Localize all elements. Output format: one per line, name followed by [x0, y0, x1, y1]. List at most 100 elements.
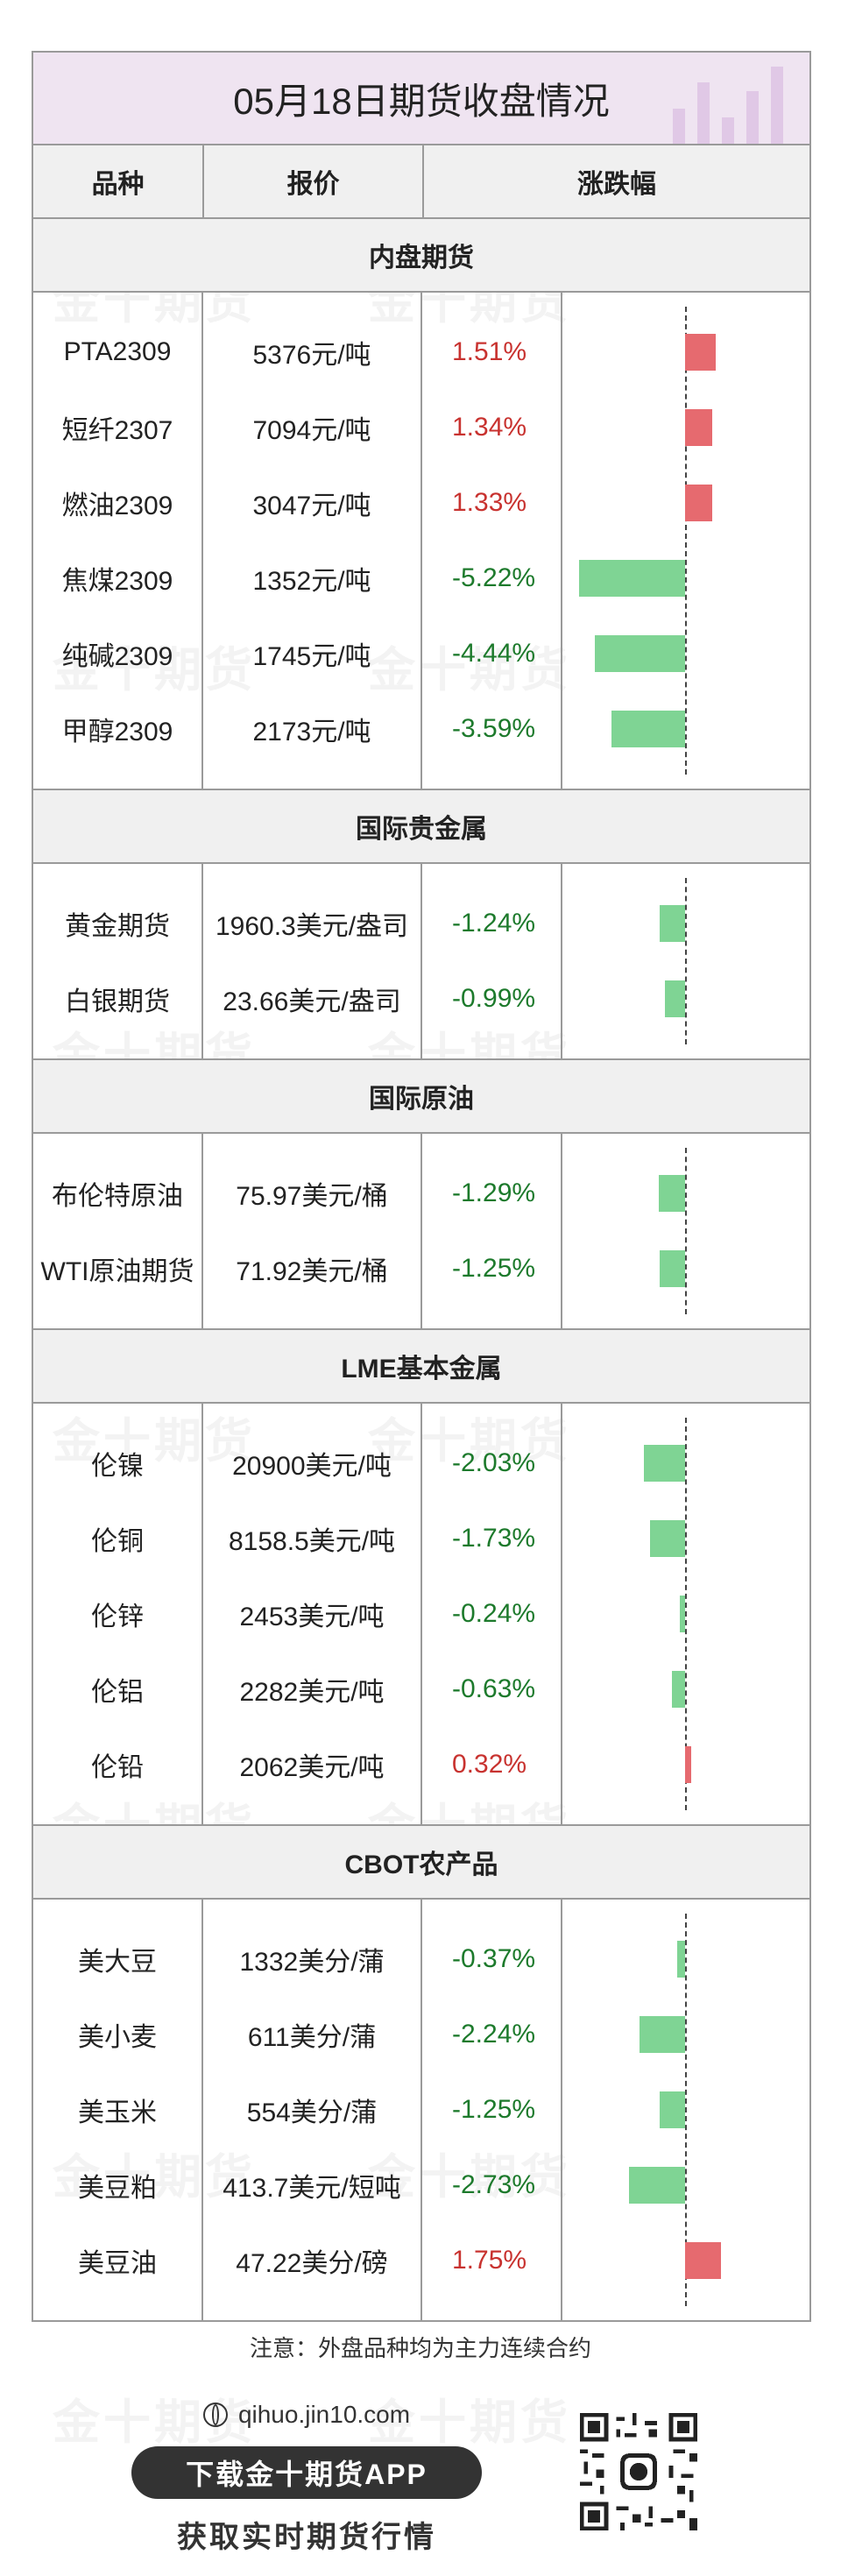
change-percent: 1.34%: [452, 413, 527, 442]
section-header: 国际贵金属: [33, 790, 809, 864]
bar-row: [562, 541, 809, 616]
footer-subtitle: 获取实时期货行情: [177, 2521, 436, 2554]
variety-name: 美玉米: [78, 2098, 157, 2127]
candlestick-decoration: [673, 67, 783, 144]
variety-name: 纯碱2309: [61, 642, 173, 671]
download-app-button[interactable]: 下载金十期货APP: [131, 2446, 482, 2499]
section-header: 内盘期货: [33, 219, 809, 293]
change-chart: [562, 293, 809, 789]
price-value: 75.97美元/桶: [236, 1182, 388, 1211]
change-bar: [685, 2242, 721, 2279]
change-chart: [562, 1134, 809, 1328]
variety-name: 美豆油: [78, 2249, 157, 2278]
section-body: 伦镍 伦铜 伦锌 伦铝 伦铅 20900美元/吨 8158.5美元/吨 2453美元/吨 228…: [33, 1404, 809, 1826]
price-value: 611美分/蒲: [247, 2023, 377, 2052]
variety-name: 黄金期货: [65, 912, 170, 941]
page-title: 05月18日期货收盘情况: [233, 80, 610, 122]
variety-column: 伦镍 伦铜 伦锌 伦铝 伦铅: [33, 1404, 203, 1824]
price-value: 8158.5美元/吨: [228, 1527, 396, 1556]
price-column: 75.97美元/桶 71.92美元/桶: [203, 1134, 422, 1328]
change-percent: 1.33%: [452, 488, 527, 517]
change-percent: -2.24%: [452, 2020, 536, 2049]
change-percent: -0.63%: [452, 1674, 536, 1703]
change-bar: [672, 1671, 685, 1708]
chart-zero-line: [685, 1418, 687, 1810]
header-change: 涨跌幅: [577, 170, 656, 199]
section-header: 国际原油: [33, 1060, 809, 1134]
futures-card: 05月18日期货收盘情况 品种 报价 涨跌幅 内盘期货 PTA2309 短纤2307…: [32, 51, 811, 2322]
variety-name: 短纤2307: [61, 416, 173, 445]
price-value: 3047元/吨: [252, 492, 371, 520]
change-bar: [659, 1250, 685, 1287]
variety-name: 燃油2309: [61, 492, 173, 520]
bar-row: [562, 1231, 809, 1306]
bar-row: [562, 1156, 809, 1231]
change-bar: [658, 1175, 685, 1212]
price-column: 5376元/吨 7094元/吨 3047元/吨 1352元/吨 1745元/吨 2173元…: [203, 293, 422, 789]
change-percent: -2.73%: [452, 2170, 536, 2199]
change-percent: -2.03%: [452, 1448, 536, 1477]
site-url: qihuo.jin10.com: [237, 2401, 411, 2428]
price-value: 7094元/吨: [252, 416, 371, 445]
section-header: CBOT农产品: [33, 1826, 809, 1900]
change-percent: 1.75%: [452, 2246, 527, 2275]
change-bar: [677, 1941, 685, 1978]
change-bar: [660, 905, 685, 942]
site-link[interactable]: qihuo.jin10.com: [131, 2392, 482, 2438]
variety-name: 伦铜: [91, 1527, 144, 1556]
bar-row: [562, 1501, 809, 1576]
change-bar: [649, 1520, 685, 1557]
section-body: 黄金期货 白银期货 1960.3美元/盎司 23.66美元/盎司 -1.24% -0.99…: [33, 864, 809, 1060]
change-chart: [562, 864, 809, 1058]
section-body: PTA2309 短纤2307 燃油2309 焦煤2309 纯碱2309 甲醇2309 537…: [33, 293, 809, 790]
variety-column: 美大豆美小麦美玉米美豆粕美豆油: [33, 1900, 203, 2320]
change-chart: [562, 1404, 809, 1824]
price-column: 1332美分/蒲 611美分/蒲 554美分/蒲 413.7美元/短吨 47.22美分/…: [203, 1900, 422, 2320]
variety-name: 伦锌: [91, 1603, 144, 1631]
bar-row: [562, 465, 809, 541]
bar-row: [562, 1576, 809, 1652]
change-bar: [680, 1596, 685, 1632]
bar-row: [562, 1921, 809, 1997]
price-value: 1352元/吨: [252, 567, 371, 596]
change-bar: [664, 980, 685, 1017]
change-bar: [578, 560, 685, 597]
sections: 内盘期货 PTA2309 短纤2307 燃油2309 焦煤2309 纯碱2309 甲醇230…: [33, 219, 809, 2320]
variety-column: 黄金期货 白银期货: [33, 864, 203, 1058]
variety-column: PTA2309 短纤2307 燃油2309 焦煤2309 纯碱2309 甲醇2309: [33, 293, 203, 789]
change-column: -2.03% -1.73% -0.24% -0.63% 0.32%: [422, 1404, 562, 1824]
variety-name: 美大豆: [78, 1948, 157, 1977]
bar-row: [562, 1652, 809, 1727]
price-value: 20900美元/吨: [232, 1452, 392, 1481]
price-value: 2062美元/吨: [239, 1753, 385, 1782]
variety-name: 甲醇2309: [61, 718, 173, 747]
price-column: 20900美元/吨 8158.5美元/吨 2453美元/吨 2282美元/吨 2062美…: [203, 1404, 422, 1824]
title-bar: 05月18日期货收盘情况: [33, 53, 809, 145]
change-column: -1.24% -0.99%: [422, 864, 562, 1058]
header-variety: 品种: [33, 145, 205, 217]
bar-row: [562, 1426, 809, 1501]
section-body: 布伦特原油 WTI原油期货 75.97美元/桶 71.92美元/桶 -1.29% -1.2…: [33, 1134, 809, 1330]
section-body: 美大豆 美小麦 美玉米 美豆粕 美豆油 1332美分/蒲 611美分/蒲 554美分/蒲 413…: [33, 1900, 809, 2320]
change-percent: -5.22%: [452, 563, 536, 592]
change-bar: [685, 334, 717, 371]
change-bar: [685, 485, 712, 521]
change-bar: [639, 2016, 685, 2053]
variety-name: 美小麦: [78, 2023, 157, 2052]
variety-name: 焦煤2309: [61, 567, 173, 596]
change-bar: [685, 409, 713, 446]
price-value: 554美分/蒲: [246, 2098, 378, 2127]
chart-zero-line: [685, 307, 687, 775]
change-bar: [643, 1445, 685, 1482]
change-chart: [562, 1900, 809, 2320]
variety-name: 美豆粕: [78, 2174, 157, 2203]
price-value: 2453美元/吨: [239, 1603, 385, 1631]
change-percent: -4.44%: [452, 639, 536, 668]
variety-name: 伦镍: [91, 1452, 144, 1481]
price-value: 1745元/吨: [252, 642, 371, 671]
variety-name: PTA2309: [63, 337, 172, 366]
change-bar: [611, 711, 685, 747]
bar-row: [562, 886, 809, 961]
change-bar: [685, 1746, 692, 1783]
footnote: 注意：外盘品种均为主力连续合约: [249, 2335, 591, 2361]
